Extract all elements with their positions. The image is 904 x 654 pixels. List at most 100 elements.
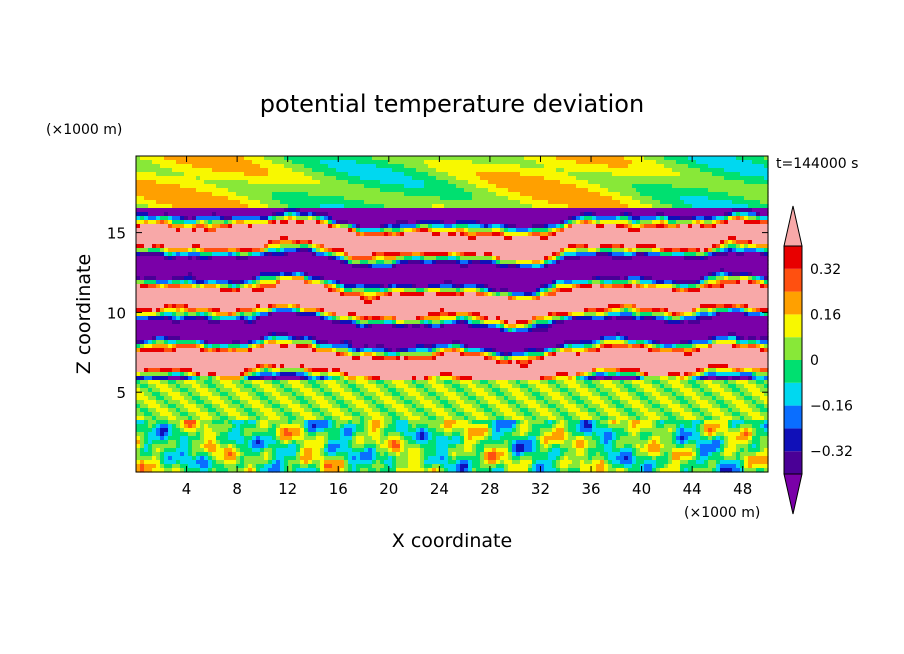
heatmap-cell: [228, 172, 233, 177]
heatmap-cell: [232, 208, 237, 213]
heatmap-cell: [300, 160, 305, 165]
heatmap-cell: [392, 268, 397, 273]
heatmap-cell: [292, 240, 297, 245]
heatmap-cell: [412, 200, 417, 205]
heatmap-cell: [344, 188, 349, 193]
heatmap-cell: [308, 252, 313, 257]
heatmap-cell: [216, 228, 221, 233]
heatmap-cell: [184, 216, 189, 221]
heatmap-cell: [396, 232, 401, 237]
heatmap-cell: [448, 200, 453, 205]
heatmap-cell: [740, 256, 745, 261]
heatmap-cell: [668, 240, 673, 245]
heatmap-cell: [712, 212, 717, 217]
heatmap-cell: [668, 256, 673, 261]
heatmap-cell: [288, 212, 293, 217]
heatmap-cell: [440, 248, 445, 253]
heatmap-cell: [504, 180, 509, 185]
heatmap-cell: [716, 248, 721, 253]
heatmap-cell: [656, 224, 661, 229]
heatmap-cell: [740, 252, 745, 257]
heatmap-cell: [420, 252, 425, 257]
heatmap-cell: [680, 208, 685, 213]
heatmap-cell: [196, 188, 201, 193]
plot-area: [135, 155, 769, 473]
heatmap-cell: [488, 168, 493, 173]
heatmap-cell: [732, 212, 737, 217]
heatmap-cell: [552, 256, 557, 261]
heatmap-cell: [452, 176, 457, 181]
heatmap-cell: [552, 244, 557, 249]
heatmap-cell: [404, 248, 409, 253]
heatmap-cell: [532, 188, 537, 193]
heatmap-cell: [532, 216, 537, 221]
heatmap-cell: [392, 272, 397, 277]
heatmap-cell: [420, 240, 425, 245]
heatmap-cell: [756, 180, 761, 185]
heatmap-cell: [196, 200, 201, 205]
heatmap-cell: [560, 260, 565, 265]
heatmap-cell: [584, 220, 589, 225]
heatmap-cell: [632, 268, 637, 273]
heatmap-cell: [584, 188, 589, 193]
heatmap-cell: [668, 168, 673, 173]
heatmap-cell: [440, 212, 445, 217]
heatmap-cell: [264, 188, 269, 193]
heatmap-cell: [728, 196, 733, 201]
heatmap-cell: [548, 272, 553, 277]
heatmap-cell: [708, 180, 713, 185]
heatmap-cell: [764, 212, 769, 217]
heatmap-cell: [744, 188, 749, 193]
heatmap-cell: [484, 200, 489, 205]
heatmap-cell: [596, 268, 601, 273]
heatmap-cell: [712, 176, 717, 181]
heatmap-cell: [192, 276, 197, 281]
heatmap-cell: [728, 268, 733, 273]
heatmap-cell: [744, 168, 749, 173]
heatmap-cell: [648, 260, 653, 265]
heatmap-cell: [180, 280, 185, 285]
heatmap-cell: [340, 272, 345, 277]
heatmap-cell: [676, 208, 681, 213]
heatmap-cell: [308, 196, 313, 201]
heatmap-cell: [696, 228, 701, 233]
heatmap-cell: [436, 256, 441, 261]
heatmap-cell: [764, 216, 769, 221]
heatmap-cell: [168, 176, 173, 181]
heatmap-cell: [504, 272, 509, 277]
heatmap-cell: [636, 248, 641, 253]
heatmap-cell: [360, 164, 365, 169]
heatmap-cell: [564, 252, 569, 257]
heatmap-cell: [416, 220, 421, 225]
heatmap-cell: [620, 200, 625, 205]
heatmap-cell: [608, 212, 613, 217]
heatmap-cell: [364, 264, 369, 269]
heatmap-cell: [408, 220, 413, 225]
heatmap-cell: [472, 188, 477, 193]
heatmap-cell: [216, 172, 221, 177]
heatmap-cell: [656, 260, 661, 265]
heatmap-cell: [212, 176, 217, 181]
heatmap-cell: [172, 224, 177, 229]
heatmap-cell: [508, 236, 513, 241]
heatmap-cell: [656, 196, 661, 201]
heatmap-cell: [308, 156, 313, 161]
heatmap-cell: [168, 264, 173, 269]
heatmap-cell: [712, 196, 717, 201]
heatmap-cell: [472, 192, 477, 197]
heatmap-cell: [632, 188, 637, 193]
heatmap-cell: [720, 216, 725, 221]
heatmap-cell: [424, 256, 429, 261]
heatmap-cell: [172, 172, 177, 177]
heatmap-cell: [752, 276, 757, 281]
heatmap-cell: [384, 200, 389, 205]
heatmap-cell: [500, 208, 505, 213]
heatmap-cell: [244, 196, 249, 201]
heatmap-cell: [340, 204, 345, 209]
heatmap-cell: [288, 216, 293, 221]
heatmap-cell: [596, 168, 601, 173]
heatmap-cell: [600, 256, 605, 261]
heatmap-cell: [232, 248, 237, 253]
heatmap-cell: [604, 252, 609, 257]
heatmap-cell: [464, 228, 469, 233]
